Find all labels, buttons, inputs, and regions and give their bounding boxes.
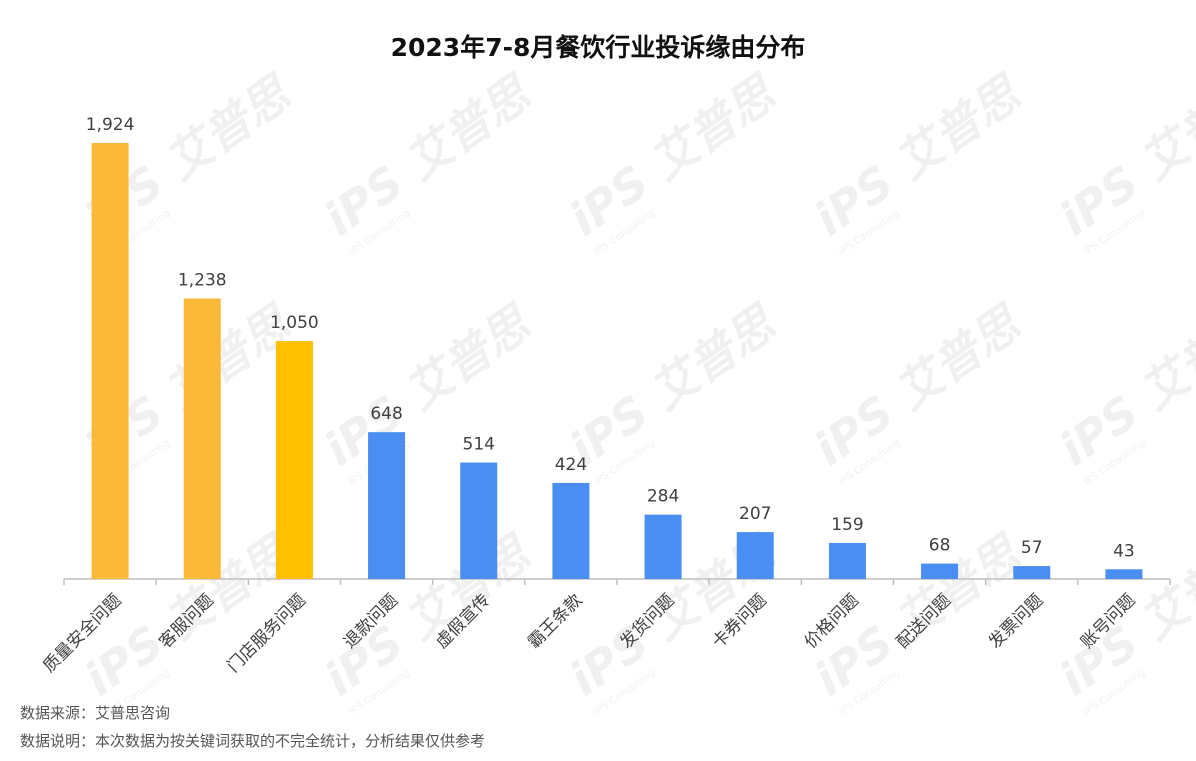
bar-value-label: 207 [739, 504, 771, 524]
bar [736, 532, 774, 579]
bar [921, 563, 959, 579]
category-label: 质量安全问题 [39, 590, 125, 676]
category-label: 配送问题 [893, 590, 955, 652]
bar-value-label: 57 [1021, 538, 1043, 558]
category-label: 价格问题 [801, 590, 863, 652]
bar [183, 298, 221, 579]
bar [460, 462, 498, 579]
bar [275, 341, 313, 579]
bar-value-label: 1,924 [86, 115, 135, 135]
bar [1013, 566, 1051, 579]
bar [1105, 569, 1143, 579]
bar [368, 432, 406, 579]
data-labels-group: 1,924 1,238 1,050 648 514 424 284 207 159 68 57 43 [86, 115, 1135, 561]
category-label: 客服问题 [156, 590, 218, 652]
category-label: 卡券问题 [709, 590, 771, 652]
bar-value-label: 424 [555, 455, 587, 475]
category-label: 退款问题 [340, 590, 402, 652]
bars-group [91, 143, 1143, 579]
category-label: 霸王条款 [524, 590, 586, 652]
category-labels-group: 质量安全问题 客服问题 门店服务问题 退款问题 虚假宣传 霸王条款 发货问题 卡券问题 价格问题… [39, 590, 1139, 676]
chart-title: 2023年7-8月餐饮行业投诉缘由分布 [390, 33, 806, 62]
bar [644, 514, 682, 579]
bar [552, 482, 590, 579]
category-label: 账号问题 [1077, 590, 1139, 652]
category-label: 门店服务问题 [224, 590, 310, 676]
bar-value-label: 1,050 [270, 313, 319, 333]
bar-value-label: 43 [1113, 541, 1135, 561]
x-axis-ticks [63, 579, 1171, 585]
bar-value-label: 648 [370, 404, 402, 424]
bar-value-label: 68 [929, 536, 951, 556]
category-label: 虚假宣传 [432, 590, 494, 652]
category-label: 发票问题 [985, 590, 1047, 652]
bar [828, 542, 866, 579]
data-disclaimer-note: 数据说明：本次数据为按关键词获取的不完全统计，分析结果仅供参考 [20, 732, 486, 750]
bar-value-label: 284 [647, 487, 679, 507]
category-label: 发货问题 [616, 590, 678, 652]
bar-value-label: 1,238 [178, 270, 227, 290]
bar-value-label: 514 [463, 435, 495, 455]
bar [91, 143, 129, 579]
data-source-note: 数据来源：艾普思咨询 [20, 704, 171, 722]
bar-value-label: 159 [831, 515, 863, 535]
